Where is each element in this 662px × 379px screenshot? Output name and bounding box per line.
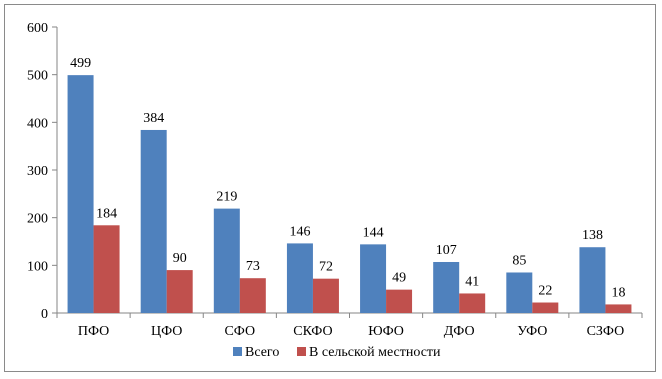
labels: 499 184 ПФО 384 90 ЦФО 219 73 СФО 146 72 СКФО 144 49 Ю… xyxy=(70,56,625,339)
data-label: 73 xyxy=(246,259,260,274)
category-label: ДФО xyxy=(444,324,475,339)
legend-swatch xyxy=(233,347,242,356)
bar-rural xyxy=(312,278,339,313)
y-tick-label: 400 xyxy=(27,116,48,131)
bar-rural xyxy=(93,225,120,313)
data-label: 107 xyxy=(436,243,457,258)
category-label: СЗФО xyxy=(587,324,625,339)
bar-rural xyxy=(166,270,193,313)
category-label: ЦФО xyxy=(151,324,182,339)
category-label: УФО xyxy=(517,324,547,339)
y-tick-label: 200 xyxy=(27,212,48,227)
bar-rural xyxy=(532,302,559,313)
data-label: 49 xyxy=(392,271,406,286)
bar-rural xyxy=(386,289,413,313)
data-label: 41 xyxy=(465,274,479,289)
bar-total xyxy=(67,75,94,313)
category-label: ЮФО xyxy=(368,324,404,339)
data-label: 184 xyxy=(96,206,117,221)
y-tick-label: 500 xyxy=(27,69,48,84)
data-label: 138 xyxy=(582,228,603,243)
legend-swatch xyxy=(297,347,306,356)
bar-total xyxy=(360,244,387,313)
data-label: 144 xyxy=(363,225,384,240)
data-label: 22 xyxy=(538,284,552,299)
bar-rural xyxy=(459,293,486,313)
category-label: СФО xyxy=(224,324,255,339)
bar-rural xyxy=(605,304,632,313)
bar-total xyxy=(213,208,240,313)
bar-rural xyxy=(239,278,266,313)
data-label: 384 xyxy=(143,111,164,126)
bars xyxy=(67,75,632,313)
y-tick-label: 0 xyxy=(41,307,48,322)
data-label: 72 xyxy=(319,260,333,275)
data-label: 18 xyxy=(611,285,625,300)
y-tick-label: 300 xyxy=(27,164,48,179)
y-tick-label: 600 xyxy=(27,21,48,36)
data-label: 499 xyxy=(70,56,91,71)
bar-total xyxy=(579,247,606,313)
data-label: 85 xyxy=(512,253,526,268)
data-label: 90 xyxy=(173,251,187,266)
legend: Всего В сельской местности xyxy=(233,345,441,360)
y-tick-label: 100 xyxy=(27,259,48,274)
category-label: СКФО xyxy=(293,324,332,339)
data-label: 219 xyxy=(216,190,237,205)
legend-entry: Всего xyxy=(245,345,279,360)
category-label: ПФО xyxy=(78,324,109,339)
bar-total xyxy=(140,129,167,313)
data-label: 146 xyxy=(289,224,310,239)
bar-total xyxy=(433,261,460,313)
legend-entry: В сельской местности xyxy=(309,345,441,360)
bar-total xyxy=(286,243,313,313)
bar-total xyxy=(506,272,533,313)
